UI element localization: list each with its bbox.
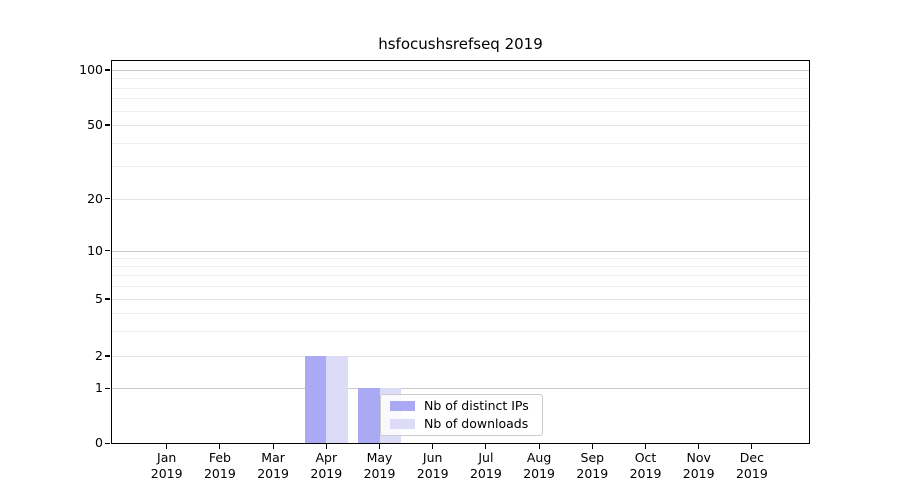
- x-tick-mark: [378, 443, 381, 449]
- grid-mid-line: [111, 356, 810, 357]
- x-tick-label: Jun 2019: [416, 450, 449, 481]
- y-tick-label: 20: [87, 190, 103, 206]
- y-tick-label: 2: [95, 348, 103, 363]
- grid-mid-line: [111, 299, 810, 300]
- x-tick-mark: [751, 443, 753, 449]
- grid-mid-line: [111, 198, 810, 200]
- downloads-swatch: [390, 419, 415, 429]
- grid-major-line: [111, 70, 810, 71]
- grid-major-line: [111, 388, 810, 390]
- x-tick-label: Dec 2019: [735, 450, 768, 481]
- x-tick-mark: [591, 443, 593, 449]
- grid-minor-line: [111, 78, 810, 80]
- x-tick-mark: [698, 443, 700, 449]
- bar-distinct-ips-may: [358, 388, 380, 444]
- bar-distinct-ips-apr: [304, 356, 327, 444]
- grid-major-line: [111, 250, 810, 252]
- x-tick-label: Mar 2019: [257, 450, 289, 481]
- x-tick-label: Sep 2019: [576, 450, 609, 481]
- y-tick-label: 100: [79, 62, 103, 77]
- y-tick-mark: [105, 442, 110, 444]
- x-tick-mark: [432, 443, 434, 449]
- x-tick-label: Jan 2019: [150, 450, 183, 481]
- x-tick-label: Feb 2019: [203, 450, 236, 481]
- grid-minor-line: [111, 330, 810, 332]
- x-tick-mark: [538, 443, 540, 449]
- legend-label-distinct-ips: Nb of distinct IPs: [424, 398, 529, 413]
- x-tick-mark: [644, 443, 647, 449]
- y-tick-mark: [105, 249, 110, 252]
- x-tick-label: Apr 2019: [310, 450, 343, 481]
- x-tick-label: May 2019: [363, 450, 396, 481]
- y-tick-label: 10: [87, 242, 103, 258]
- x-tick-mark: [166, 443, 168, 449]
- y-tick-label: 50: [87, 117, 103, 132]
- grid-minor-line: [111, 98, 810, 100]
- grid-minor-line: [111, 165, 810, 167]
- x-tick-mark: [485, 443, 487, 449]
- legend-label-downloads: Nb of downloads: [424, 416, 529, 431]
- grid-minor-line: [111, 142, 810, 144]
- y-tick-mark: [105, 124, 110, 126]
- chart-title: hsfocushsrefseq 2019: [378, 35, 543, 53]
- y-tick-label: 0: [95, 435, 103, 451]
- grid-mid-line: [111, 125, 810, 126]
- legend: Nb of distinct IPs Nb of downloads: [380, 394, 543, 436]
- grid-minor-line: [111, 312, 810, 314]
- grid-minor-line: [111, 266, 810, 268]
- legend-item-downloads: Nb of downloads: [390, 417, 534, 431]
- y-tick-mark: [105, 387, 110, 389]
- grid-minor-line: [111, 275, 810, 277]
- y-tick-label: 5: [95, 291, 103, 306]
- x-tick-mark: [219, 443, 221, 449]
- x-tick-label: Jul 2019: [469, 450, 502, 481]
- grid-minor-line: [111, 87, 810, 89]
- legend-item-distinct-ips: Nb of distinct IPs: [390, 399, 534, 413]
- x-tick-label: Nov 2019: [682, 450, 715, 481]
- x-tick-label: Aug 2019: [523, 450, 555, 481]
- bar-downloads-apr: [326, 356, 348, 444]
- plot-area-frame: [111, 60, 810, 444]
- x-tick-mark: [272, 443, 274, 449]
- distinct-ips-swatch: [390, 401, 415, 411]
- x-tick-label: Oct 2019: [629, 450, 662, 481]
- y-tick-mark: [105, 298, 110, 300]
- y-tick-mark: [105, 197, 110, 200]
- grid-minor-line: [111, 110, 810, 112]
- grid-minor-line: [111, 257, 810, 259]
- y-tick-mark: [105, 69, 110, 71]
- grid-minor-line: [111, 286, 810, 288]
- y-tick-mark: [105, 355, 110, 357]
- x-tick-mark: [325, 443, 327, 449]
- y-tick-label: 1: [95, 380, 103, 396]
